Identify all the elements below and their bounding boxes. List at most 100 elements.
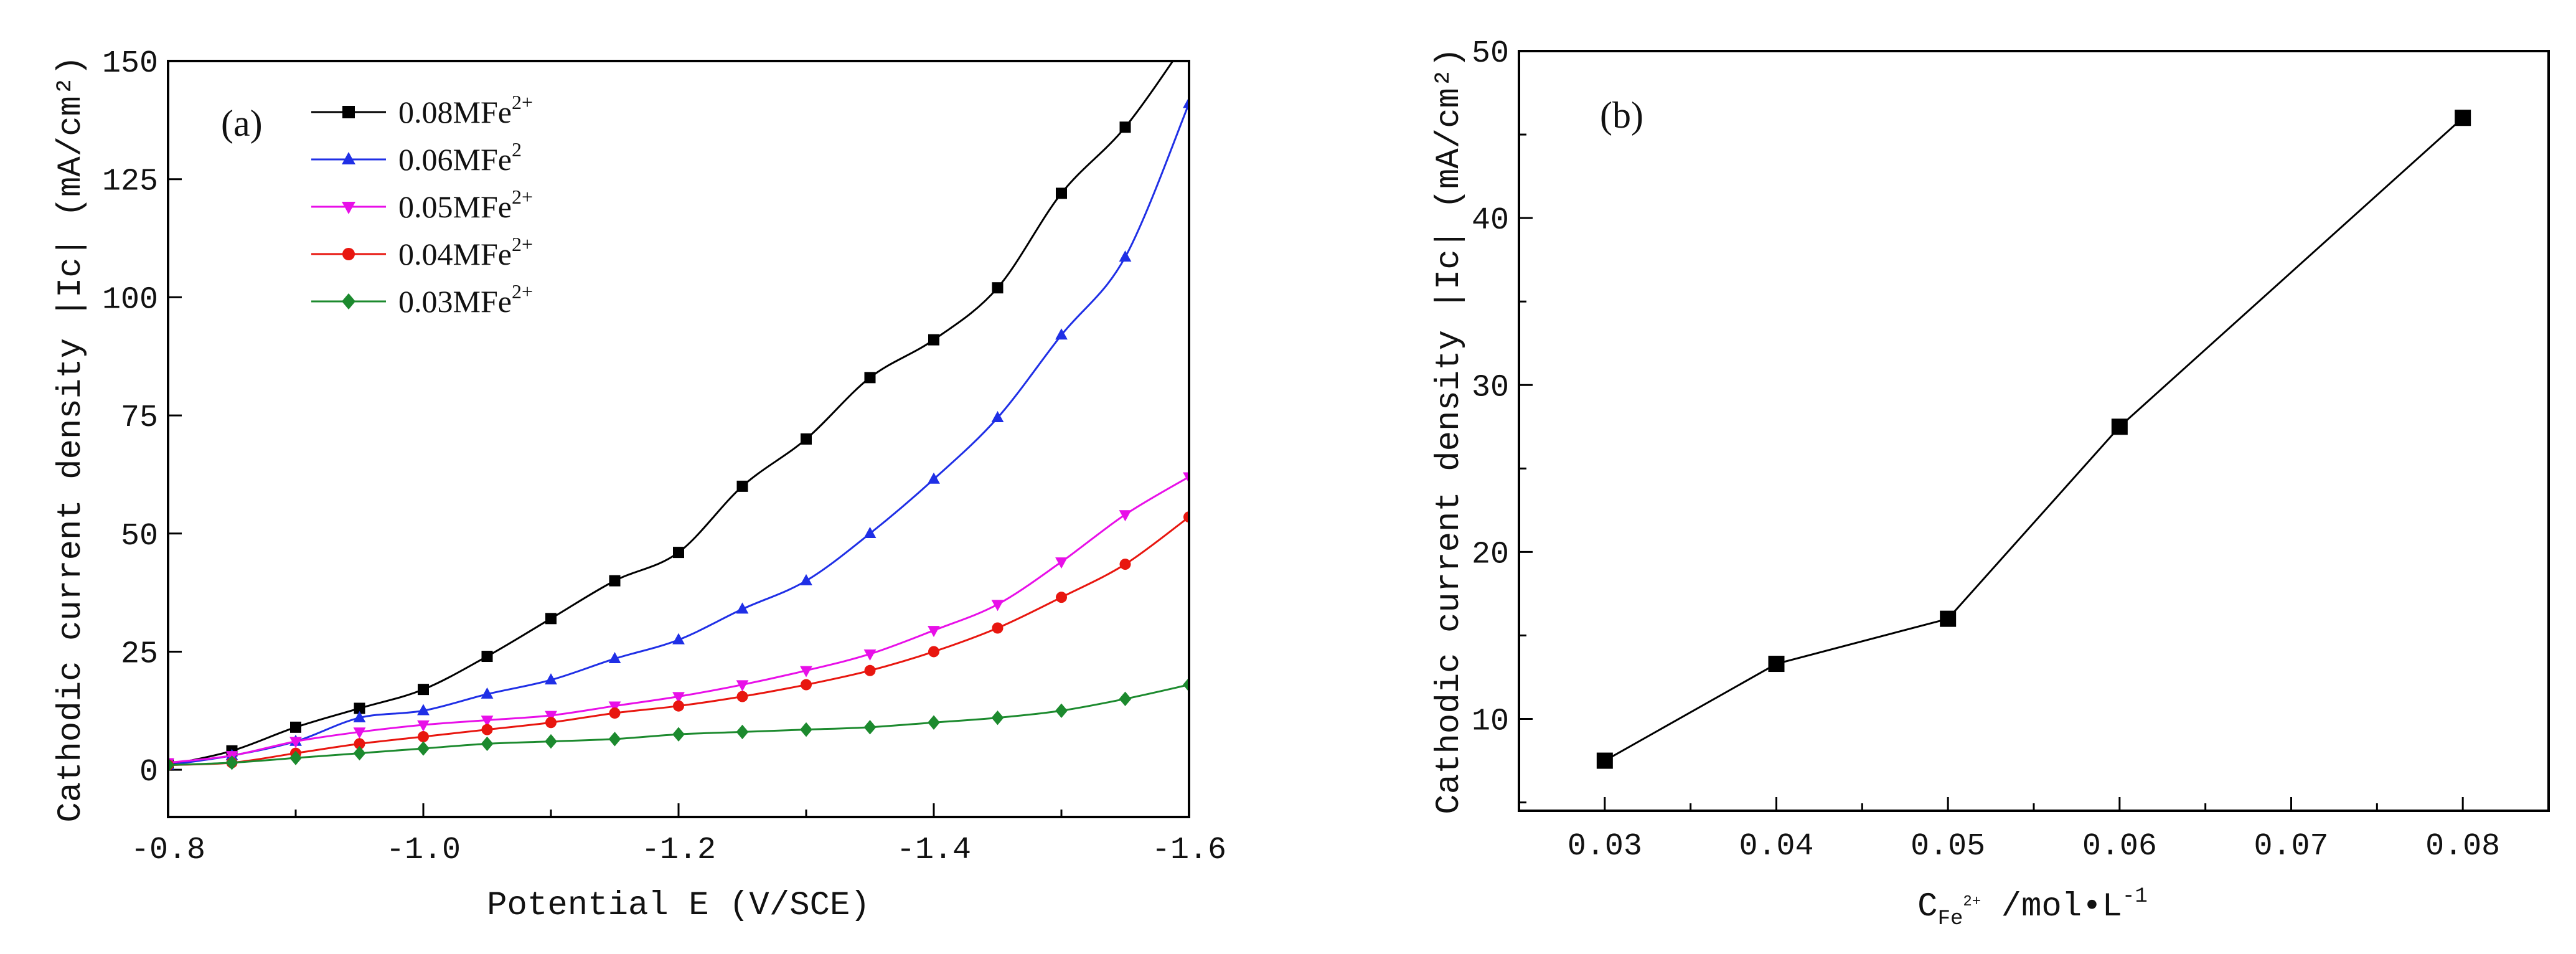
chart-a-data-point xyxy=(545,734,557,749)
chart-a-x-axis-title: Potential E (V/SCE) xyxy=(487,887,870,925)
chart-a-data-point xyxy=(609,707,621,719)
chart-a-legend-label: 0.03MFe2+ xyxy=(398,280,533,319)
chart-a-data-point xyxy=(863,649,877,661)
chart-a-legend-marker xyxy=(342,248,355,260)
chart-a-data-point xyxy=(736,724,749,740)
chart-b-data-point xyxy=(2111,418,2128,435)
chart-a-data-point xyxy=(1056,592,1067,603)
chart-a-series-line xyxy=(168,61,1174,767)
chart-a-data-point xyxy=(672,633,685,645)
chart-a-series-3 xyxy=(168,511,1189,771)
chart-b-ticks xyxy=(1519,50,2550,811)
chart-a-data-point xyxy=(225,755,238,770)
chart-a-series xyxy=(168,32,1195,773)
chart-b-data-point xyxy=(1940,610,1957,627)
chart-a-data-point xyxy=(1119,691,1132,707)
chart-a-y-tick-label: 150 xyxy=(102,46,158,82)
chart-a-data-point xyxy=(545,717,557,729)
chart-b-y-tick-label: 10 xyxy=(1472,704,1509,740)
chart-b-y-tick-label: 40 xyxy=(1472,203,1509,238)
chart-a-data-point xyxy=(991,710,1004,725)
chart-a-data-point xyxy=(1119,121,1131,133)
chart-a-data-point xyxy=(290,721,301,733)
chart-a-data-point xyxy=(928,646,939,658)
chart-a-legend-marker xyxy=(342,202,355,214)
chart-a-data-point xyxy=(928,715,940,730)
chart-a-x-tick-label: -1.6 xyxy=(1152,833,1226,868)
chart-a-data-point xyxy=(481,687,494,699)
chart-a-x-tick-label: -1.2 xyxy=(641,833,716,868)
chart-a-tick-labels: -0.8 -1.0 -1.2 -1.4 -1.6 0 25 50 75 100 125 150 xyxy=(102,46,1226,868)
chart-a-legend-label: 0.06MFe2 xyxy=(398,138,522,177)
chart-b-panel-label: (b) xyxy=(1600,95,1643,136)
chart-a-data-point xyxy=(800,722,812,737)
chart-a-data-point xyxy=(1183,677,1189,692)
chart-a-data-point xyxy=(801,679,812,691)
chart-b-data-point xyxy=(1596,752,1613,769)
chart-a-data-point xyxy=(1055,328,1068,340)
chart-a-data-point xyxy=(545,673,557,685)
chart-a-series-1 xyxy=(168,97,1189,770)
chart-a-data-point xyxy=(991,411,1004,423)
chart-b-x-tick-label: 0.06 xyxy=(2082,829,2157,864)
chart-a-data-point xyxy=(672,692,685,704)
chart-a-data-point xyxy=(353,745,366,761)
chart-a-data-point xyxy=(289,737,302,749)
chart-b-plot-frame xyxy=(1518,50,2550,812)
chart-a-y-tick-label: 0 xyxy=(139,755,158,790)
chart-a-data-point xyxy=(673,547,684,559)
chart-a-x-tick-label: -1.4 xyxy=(896,833,971,868)
chart-a-data-point xyxy=(992,622,1004,634)
chart-a-data-point xyxy=(992,282,1004,294)
chart-b-x-tick-label: 0.03 xyxy=(1568,829,1642,864)
chart-a-series-2 xyxy=(168,472,1189,770)
chart-a-data-point xyxy=(801,433,812,445)
chart-a-x-tick-label: -1.0 xyxy=(386,833,461,868)
chart-a-data-point xyxy=(354,738,365,750)
chart-a-data-point xyxy=(608,652,621,664)
chart-a-data-point xyxy=(289,750,302,765)
chart-a-data-point xyxy=(991,600,1004,612)
chart-a-y-tick-label: 50 xyxy=(121,519,158,554)
chart-a-y-tick-label: 125 xyxy=(102,164,158,200)
chart-a-legend-item: 0.08MFe2+ xyxy=(311,91,533,130)
chart-a-data-point xyxy=(864,372,876,384)
chart-a-data-point xyxy=(1056,187,1067,199)
chart-a-data-point xyxy=(1055,703,1068,718)
chart-a-data-point xyxy=(354,702,365,714)
chart-a-data-point xyxy=(481,651,493,663)
chart-a-data-point xyxy=(481,736,494,752)
chart-a-legend-label: 0.04MFe2+ xyxy=(398,233,533,272)
chart-a-legend-marker xyxy=(342,152,355,164)
chart-a-data-point xyxy=(1183,97,1189,108)
chart-b-x-tick-label: 0.05 xyxy=(1911,829,1985,864)
chart-b-tick-labels: 0.03 0.04 0.05 0.06 0.07 0.08 10 20 30 40 50 xyxy=(1472,36,2500,864)
chart-a-data-point xyxy=(928,626,940,638)
chart-a-data-point xyxy=(800,666,812,678)
chart-a-data-point xyxy=(417,704,430,715)
chart-a-data-point xyxy=(545,613,557,625)
chart-a-legend: 0.08MFe2+ 0.06MFe2 0.05MFe2+ 0.04MFe2+ 0.03M… xyxy=(311,91,533,319)
chart-a-data-point xyxy=(928,472,940,484)
chart-a-data-point xyxy=(481,715,494,727)
chart-a-x-tick-label: -0.8 xyxy=(131,833,205,868)
chart-a-data-point xyxy=(863,720,877,735)
chart-a-data-point xyxy=(417,741,430,756)
chart-b-series xyxy=(1596,110,2471,769)
chart-a-data-point xyxy=(1183,32,1195,43)
chart-b: 0.03 0.04 0.05 0.06 0.07 0.08 10 20 30 40 50 (b) C… xyxy=(1431,36,2550,931)
chart-a-plot-frame xyxy=(167,60,1190,818)
chart-a-data-point xyxy=(609,575,621,587)
chart-a-data-point xyxy=(1055,557,1068,569)
chart-a-series-line xyxy=(168,103,1189,767)
chart-a-data-point xyxy=(353,727,366,739)
chart-a-legend-item: 0.05MFe2+ xyxy=(311,186,533,224)
chart-a-data-point xyxy=(800,574,812,585)
chart-a-legend-label: 0.08MFe2+ xyxy=(398,91,533,130)
chart-a-legend-item: 0.06MFe2 xyxy=(311,138,522,177)
chart-a-data-point xyxy=(608,701,621,713)
chart-a-data-point xyxy=(672,727,685,742)
chart-a-data-point xyxy=(1183,472,1189,484)
chart-a-legend-item: 0.03MFe2+ xyxy=(311,280,533,319)
